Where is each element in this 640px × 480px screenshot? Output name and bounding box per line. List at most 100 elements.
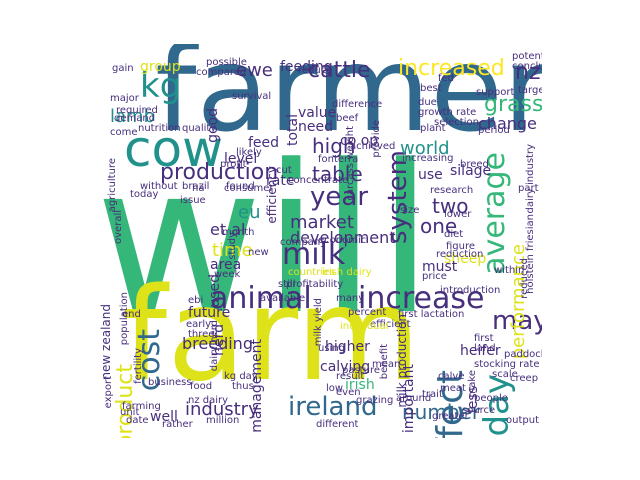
- cloud-word: year: [310, 182, 369, 212]
- cloud-word: meat: [440, 383, 466, 394]
- cloud-word: price: [422, 271, 447, 282]
- cloud-word: fed: [438, 73, 455, 84]
- cloud-word: within: [494, 265, 525, 276]
- cloud-word: number: [402, 400, 481, 424]
- cloud-word: calving: [320, 359, 371, 375]
- cloud-word: three: [188, 329, 215, 340]
- cloud-word: future: [188, 305, 231, 321]
- cloud-word: grazing: [356, 395, 394, 406]
- cloud-word: farm: [122, 261, 421, 410]
- cloud-word: farming: [122, 401, 161, 412]
- cloud-word: individual: [340, 321, 389, 332]
- cloud-word: scale: [492, 369, 518, 380]
- cloud-word: irish: [345, 377, 375, 393]
- cloud-word: world: [400, 138, 450, 159]
- cloud-word: lamb: [110, 106, 155, 127]
- cloud-word: ebi: [188, 295, 204, 306]
- cloud-word: need: [298, 119, 333, 135]
- cloud-word: potential: [512, 51, 542, 62]
- cloud-word: level: [224, 151, 258, 167]
- cloud-word: export: [103, 376, 114, 409]
- cloud-word: carcass weight: [345, 126, 356, 201]
- cloud-word: diet: [444, 229, 464, 240]
- cloud-word: trait: [422, 389, 443, 400]
- cloud-word: support: [476, 87, 515, 98]
- cloud-word: study: [227, 232, 238, 260]
- cloud-word: conclusion: [512, 61, 542, 72]
- cloud-word: animal: [210, 281, 312, 316]
- cloud-word: part: [518, 183, 539, 194]
- cloud-word: research: [430, 185, 474, 196]
- cloud-word: total: [285, 114, 301, 147]
- cloud-word: low: [326, 383, 344, 394]
- cloud-word: holstein friesian: [525, 214, 536, 294]
- cloud-word: stocking rate: [474, 359, 540, 370]
- cloud-word: dairy industry: [525, 144, 536, 214]
- cloud-word: new zealand: [100, 304, 113, 380]
- cloud-word: food: [190, 381, 213, 392]
- cloud-word: overall: [113, 210, 124, 244]
- cloud-word: increase: [358, 281, 485, 316]
- cloud-word: percent: [348, 307, 387, 318]
- cloud-word: may: [492, 306, 542, 336]
- cloud-word: plant: [420, 123, 446, 134]
- cloud-word: difference: [332, 99, 383, 110]
- cloud-word: breeding: [182, 334, 253, 353]
- cloud-word: greater: [432, 411, 469, 422]
- cloud-word: calve: [438, 371, 465, 382]
- cloud-word: target: [518, 85, 542, 96]
- cloud-word: market: [290, 212, 354, 233]
- cloud-word: increasing: [402, 153, 454, 164]
- cloud-word: lower: [444, 209, 472, 220]
- cloud-word: still: [278, 279, 296, 290]
- cloud-word: profit: [220, 159, 247, 170]
- cloud-word: eu: [238, 202, 261, 223]
- cloud-word: gain: [112, 63, 134, 74]
- cloud-word: end: [122, 309, 141, 320]
- cloud-word: pasture: [342, 365, 380, 376]
- cloud-word: growth rate: [418, 107, 477, 118]
- cloud-word: creep: [510, 373, 539, 384]
- cloud-word: change: [478, 114, 537, 133]
- cloud-word: quality: [182, 123, 217, 134]
- cloud-word: demand: [114, 113, 156, 124]
- cloud-word: beef: [336, 113, 359, 124]
- cloud-word: nutrition: [138, 123, 181, 134]
- cloud-word: around: [396, 393, 432, 404]
- cloud-word: cut: [276, 165, 292, 176]
- cloud-word: paddock: [504, 349, 542, 360]
- cloud-word: feeding: [280, 59, 333, 75]
- cloud-word: due: [418, 97, 437, 108]
- cloud-word: rather: [162, 419, 193, 430]
- cloud-word: industry: [185, 399, 259, 420]
- cloud-word: concentrate: [288, 175, 349, 186]
- cloud-word: sheep: [444, 251, 487, 267]
- cloud-word: use: [418, 167, 443, 183]
- cloud-word: selection: [434, 117, 479, 128]
- cloud-word: result: [336, 371, 365, 382]
- cloud-word: economic: [318, 235, 367, 246]
- cloud-word: new: [248, 247, 269, 258]
- cloud-word: brazil: [182, 181, 210, 192]
- cloud-word: et al: [210, 220, 246, 239]
- cloud-word: one: [420, 214, 458, 238]
- cloud-word: area: [210, 257, 242, 273]
- cloud-word: date: [126, 415, 149, 426]
- cloud-word: kg: [140, 66, 182, 106]
- cloud-word: table: [312, 162, 363, 186]
- cloud-word: using: [318, 343, 346, 354]
- cloud-word: ireland: [288, 392, 378, 422]
- cloud-word: grass: [484, 92, 542, 117]
- cloud-word: best: [420, 83, 442, 94]
- cloud-word: source: [462, 405, 496, 416]
- cloud-word: figure: [446, 241, 476, 252]
- cloud-word: group: [140, 59, 181, 75]
- cloud-word: size: [400, 205, 420, 216]
- cloud-word: million: [206, 415, 240, 426]
- cloud-word: different: [316, 419, 359, 430]
- cloud-word: found: [226, 181, 255, 192]
- cloud-word: thus: [232, 381, 254, 392]
- cloud-word: mean: [372, 359, 401, 370]
- cloud-word: without: [140, 181, 178, 192]
- cloud-word: available: [260, 293, 306, 304]
